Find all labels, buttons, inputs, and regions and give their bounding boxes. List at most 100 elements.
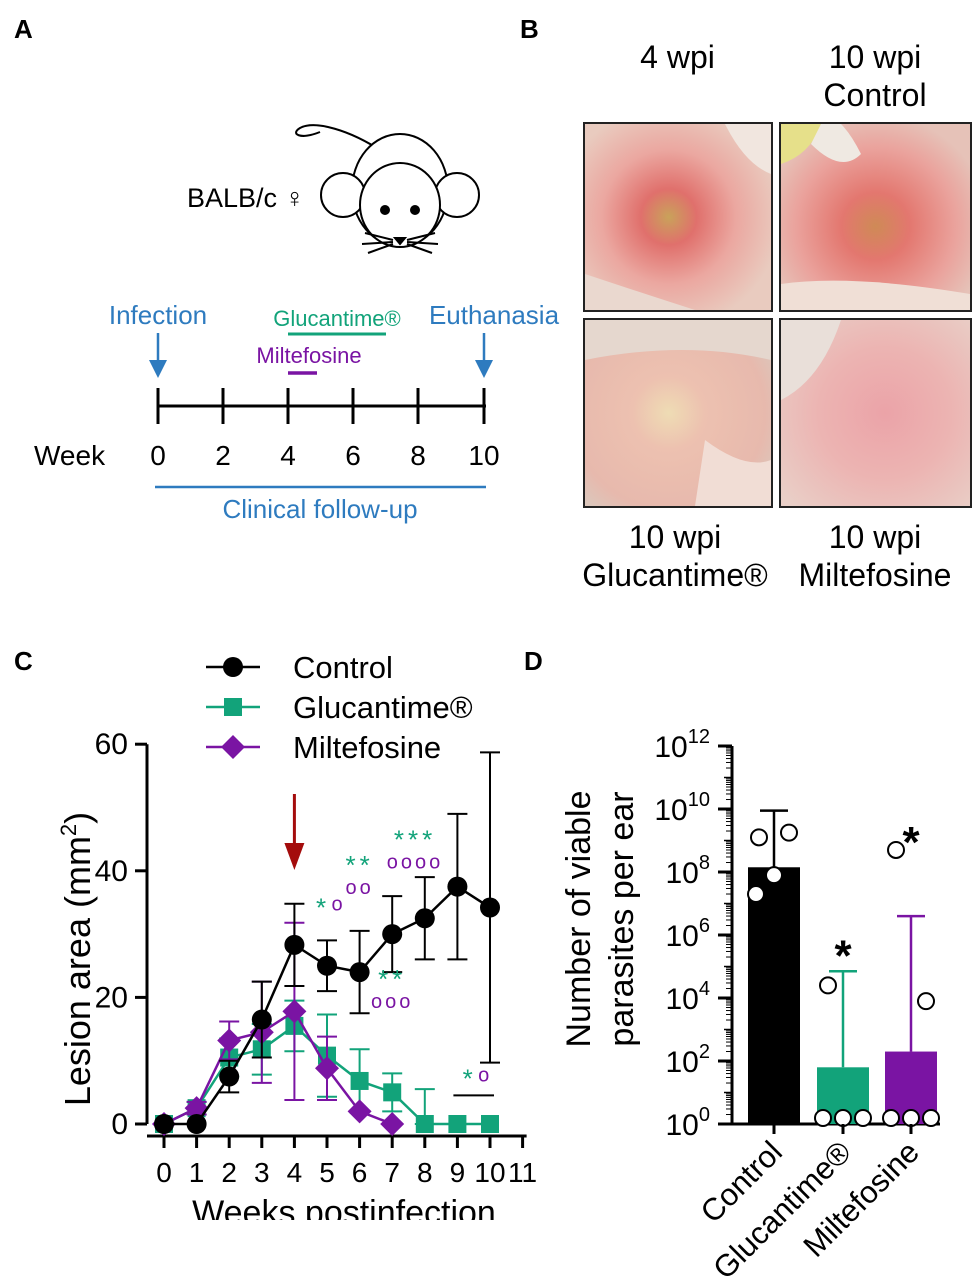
infection-arrow-icon — [149, 333, 167, 378]
x-tick-label: 3 — [254, 1157, 270, 1188]
caption-glucantime: 10 wpi Glucantime® — [560, 518, 790, 594]
data-point — [184, 1096, 209, 1121]
data-point — [854, 1109, 872, 1127]
data-point — [780, 823, 798, 842]
y-axis-title-line1: Number of viable — [560, 790, 598, 1047]
y-tick-label: 108 — [666, 852, 711, 890]
bar — [748, 867, 800, 1124]
x-tick-label: 5 — [319, 1157, 335, 1188]
y-tick-label: 102 — [666, 1041, 711, 1079]
data-point — [887, 840, 905, 859]
data-point — [251, 1009, 272, 1030]
photo-control-10wpi — [779, 122, 972, 312]
photo-glucantime-10wpi — [583, 318, 773, 508]
infection-label: Infection — [109, 300, 207, 330]
x-tick-label: 6 — [352, 1157, 368, 1188]
y-tick-label: 104 — [666, 978, 711, 1016]
significance-circles: oooo — [387, 852, 444, 874]
follow-up-label: Clinical follow-up — [222, 494, 417, 524]
legend-marker — [224, 698, 242, 716]
data-point — [217, 1028, 242, 1053]
significance-circles: oo — [345, 877, 373, 899]
x-tick-label: 0 — [156, 1157, 172, 1188]
data-point — [750, 828, 768, 847]
caption-miltefosine: 10 wpi Miltefosine — [780, 518, 970, 594]
timeline-tick-label: 4 — [280, 440, 296, 471]
significance-stars: * — [463, 1063, 473, 1093]
y-tick-label: 20 — [95, 981, 128, 1014]
data-point — [186, 1114, 207, 1134]
caption-glucantime-line1: 10 wpi — [628, 519, 722, 555]
significance-stars: ** — [378, 964, 406, 994]
series-miltefosine — [152, 921, 405, 1136]
timeline-tick-label: 0 — [150, 440, 166, 471]
significance-annotation: **ooo — [371, 964, 410, 1013]
significance-circles: o — [478, 1064, 489, 1086]
photo-4wpi — [583, 122, 773, 312]
caption-glucantime-line2: Glucantime® — [582, 557, 768, 593]
data-point — [284, 934, 305, 955]
legend-label: Miltefosine — [293, 730, 441, 765]
timeline-tick-label: 6 — [345, 440, 361, 471]
week-label: Week — [34, 440, 106, 471]
data-point — [819, 976, 837, 995]
data-point — [447, 876, 468, 897]
panel-b-label: B — [520, 14, 539, 44]
timeline-ticks — [156, 388, 486, 424]
x-tick-label: 9 — [450, 1157, 466, 1188]
data-point — [349, 962, 370, 983]
caption-miltefosine-line1: 10 wpi — [828, 519, 922, 555]
data-point — [834, 1109, 852, 1127]
series-line — [163, 1009, 393, 1126]
caption-control: 10 wpi Control — [780, 38, 970, 114]
data-point — [383, 1083, 402, 1102]
data-point — [917, 992, 935, 1011]
legend-marker — [221, 735, 245, 759]
data-point — [219, 1066, 240, 1087]
data-point — [747, 885, 765, 904]
data-point — [382, 924, 403, 945]
data-point — [282, 999, 307, 1024]
data-point — [317, 955, 337, 976]
data-point — [347, 1099, 372, 1124]
legend-marker — [223, 657, 243, 677]
legend-label: Glucantime® — [293, 690, 473, 725]
legend-label: Control — [293, 650, 393, 685]
x-axis-title: Weeks postinfection — [192, 1194, 496, 1220]
y-axis-title: Lesion area (mm2) — [56, 812, 98, 1106]
significance-annotation: **oo — [345, 850, 373, 899]
x-tick-label: 4 — [287, 1157, 303, 1188]
data-point — [350, 1071, 369, 1090]
data-point — [814, 1109, 832, 1127]
data-point — [315, 1056, 339, 1081]
x-tick-label: 2 — [221, 1157, 237, 1188]
miltefosine-label: Miltefosine — [256, 343, 361, 368]
glucantime-label: Glucantime® — [273, 306, 400, 331]
series-control — [154, 751, 500, 1134]
caption-control-line2: Control — [823, 77, 927, 113]
legend: Control Glucantime® Miltefosine — [206, 650, 473, 765]
mouse-icon — [295, 124, 480, 254]
significance-annotation: * o — [453, 1063, 494, 1097]
y-tick-label: 1012 — [654, 726, 710, 764]
data-point — [902, 1109, 920, 1127]
panel-a-label: A — [14, 14, 33, 44]
significance-star: * — [902, 818, 920, 867]
data-point — [882, 1109, 900, 1127]
significance-annotation: ***oooo — [387, 825, 444, 874]
data-point — [922, 1109, 940, 1127]
data-point — [481, 1115, 499, 1133]
significance-star: * — [834, 931, 852, 980]
timeline-tick-labels: 0 2 4 6 8 10 — [150, 440, 499, 471]
treatment-arrow-icon — [284, 843, 305, 870]
y-tick-label: 60 — [95, 728, 128, 761]
panel-c-label: C — [14, 646, 33, 676]
data-point — [154, 1114, 174, 1134]
timeline-tick-label: 8 — [410, 440, 426, 471]
parasite-load-chart: 100 102 104 106 108 1010 1012 Number of viable p… — [560, 726, 940, 1283]
caption-4wpi-text: 4 wpi — [640, 39, 715, 75]
significance-stars: ** — [345, 850, 373, 880]
x-tick-label: 8 — [417, 1157, 433, 1188]
significance-annotation: * o — [316, 892, 343, 922]
